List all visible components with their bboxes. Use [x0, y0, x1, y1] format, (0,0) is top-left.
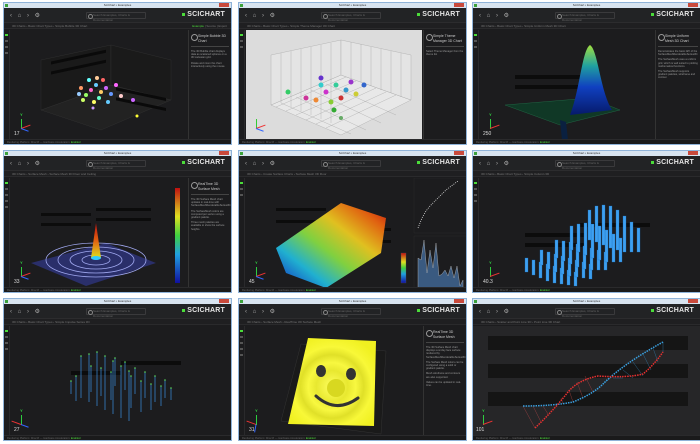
close-button[interactable] [688, 299, 698, 303]
nav-buttons[interactable]: ‹ ⌂ › ⚙ [10, 309, 42, 315]
close-button[interactable] [219, 3, 229, 7]
colorbar [400, 252, 407, 284]
window-uniform-mesh-3d: SciChart • Examples ‹ ⌂ › ⚙ Search Examp… [472, 2, 700, 145]
axis-gizmo: Y [15, 112, 33, 132]
breadcrumb[interactable]: 3D Charts › Basic Chart Types › Simple I… [4, 319, 231, 325]
breadcrumb[interactable]: 3D Charts › Basic Chart Types › Simple U… [473, 23, 700, 29]
nav-buttons[interactable]: ‹ ⌂ › ⚙ [10, 13, 42, 19]
scichart-logo: SCICHART [651, 159, 694, 166]
close-button[interactable] [454, 299, 464, 303]
window-impulse-3d: SciChart • Examples ‹ ⌂ › ⚙ Search Examp… [3, 298, 232, 441]
uniform-mesh-chart-3d[interactable]: Y 250 [480, 30, 654, 139]
window-point-line-3d: SciChart • Examples ‹ ⌂ › ⚙ Search Examp… [472, 298, 700, 441]
scichart-logo: SCICHART [417, 11, 460, 18]
nav-buttons[interactable]: ‹ ⌂ › ⚙ [245, 161, 277, 167]
breadcrumb[interactable]: 3D Charts › Basic Chart Types › Simple C… [473, 171, 700, 177]
status-bar: Rendering Platform: DirectX — Hardware A… [4, 139, 231, 144]
scichart-logo: SCICHART [182, 11, 225, 18]
close-button[interactable] [219, 151, 229, 155]
breadcrumb[interactable]: 3D Charts › Scatter and Point Line 3D › … [473, 319, 700, 325]
nav-buttons[interactable]: ‹ ⌂ › ⚙ [479, 309, 511, 315]
search-input[interactable]: Search Examples, Charts & Documentation [321, 308, 381, 318]
close-button[interactable] [688, 151, 698, 155]
theme-manager-chart-3d[interactable] [246, 30, 422, 139]
breadcrumb[interactable]: 3D Charts › Create Surface Charts › Surf… [239, 171, 466, 177]
scichart-logo: SCICHART [417, 307, 460, 314]
window-bubble-3d: SciChart • Examples ‹ ⌂ › ⚙ Search Examp… [3, 2, 232, 145]
ripple-surface-chart-3d[interactable]: Y 33 [11, 178, 187, 287]
example-title: Simple Bubble 3D Chart [191, 34, 229, 43]
search-input[interactable]: Search Examples, Charts & Documentation [321, 160, 381, 170]
nav-buttons[interactable]: ‹ ⌂ › ⚙ [479, 161, 511, 167]
smiley-surface-chart-3d[interactable]: Y 31 [246, 326, 422, 435]
toolbar: ‹ ⌂ › ⚙ Search Examples, Charts & Docume… [4, 8, 231, 23]
scichart-logo: SCICHART [182, 159, 225, 166]
app-icon [5, 4, 8, 7]
impulse-chart-3d[interactable]: Y 27 [11, 326, 231, 435]
scichart-logo: SCICHART [651, 307, 694, 314]
breadcrumb[interactable]: 3D Charts › Basic Chart Types › Simple T… [239, 23, 466, 29]
breadcrumb[interactable]: 3D Charts › Surface Mesh › RealTime 3D S… [239, 319, 466, 325]
description-panel: Simple Uniform Mesh 3D Chart Demonstrate… [655, 30, 700, 139]
scichart-logo: SCICHART [182, 307, 225, 314]
side-area-chart [413, 235, 466, 287]
search-input[interactable]: Search Examples, Charts & Documentation [555, 12, 615, 22]
window-theme-manager-3d: SciChart • Examples ‹ ⌂ › ⚙ Search Examp… [238, 2, 467, 145]
scichart-logo: SCICHART [417, 159, 460, 166]
close-button[interactable] [454, 151, 464, 155]
nav-buttons[interactable]: ‹ ⌂ › ⚙ [245, 13, 277, 19]
column-chart-3d[interactable]: Y 40.3 [480, 178, 700, 287]
breadcrumb[interactable]: 3D Charts › Surface Mesh › Surface Mesh … [4, 171, 231, 177]
chart-toolbar[interactable] [239, 30, 245, 139]
search-input[interactable]: Search Examples, Charts & Documentation [555, 160, 615, 170]
description-panel: Simple Theme Manager 3D Chart Select The… [423, 30, 466, 139]
chart-toolbar[interactable] [4, 30, 10, 139]
surface-terrain-chart-3d[interactable]: Y 45 [246, 178, 466, 287]
description-panel: RealTime 3D Surface Mesh The 3D Surface … [188, 178, 231, 287]
colorbar [175, 188, 180, 283]
description-panel: Simple Bubble 3D Chart The 3D Bubble cha… [188, 30, 231, 139]
nav-buttons[interactable]: ‹ ⌂ › ⚙ [479, 13, 511, 19]
window-surface-with-2d-charts: SciChart • Examples ‹ ⌂ › ⚙ Search Examp… [238, 150, 467, 293]
window-smiley-surface-3d: SciChart • Examples ‹ ⌂ › ⚙ Search Examp… [238, 298, 467, 441]
nav-buttons[interactable]: ‹ ⌂ › ⚙ [10, 161, 42, 167]
search-input[interactable]: Search Examples, Charts & Documentation [555, 308, 615, 318]
search-input[interactable]: Search Examples, Charts & Documentation [86, 308, 146, 318]
description-panel: RealTime 3D Surface Mesh The 3D Surface … [423, 326, 466, 435]
window-title: SciChart • Examples [103, 3, 132, 7]
nav-buttons[interactable]: ‹ ⌂ › ⚙ [245, 309, 277, 315]
title-bar: SciChart • Examples [4, 3, 231, 8]
close-button[interactable] [454, 3, 464, 7]
helix-chart-3d[interactable]: Y 101 [473, 326, 700, 435]
fps-counter: 17 [14, 131, 20, 137]
search-input[interactable]: Search Examples, Charts & Documentation [321, 12, 381, 22]
close-button[interactable] [688, 3, 698, 7]
scichart-logo: SCICHART [651, 11, 694, 18]
side-scatter-chart [413, 178, 466, 234]
search-input[interactable]: Search Examples, Charts & Documentation [86, 12, 146, 22]
breadcrumb[interactable]: 3D Charts › Basic Chart Types › Simple B… [4, 23, 231, 29]
window-column-3d: SciChart • Examples ‹ ⌂ › ⚙ Search Examp… [472, 150, 700, 293]
window-realtime-surface-3d: SciChart • Examples ‹ ⌂ › ⚙ Search Examp… [3, 150, 232, 293]
close-button[interactable] [219, 299, 229, 303]
search-input[interactable]: Search Examples, Charts & Documentation [86, 160, 146, 170]
bubble-chart-3d[interactable]: Y 17 [11, 30, 187, 139]
